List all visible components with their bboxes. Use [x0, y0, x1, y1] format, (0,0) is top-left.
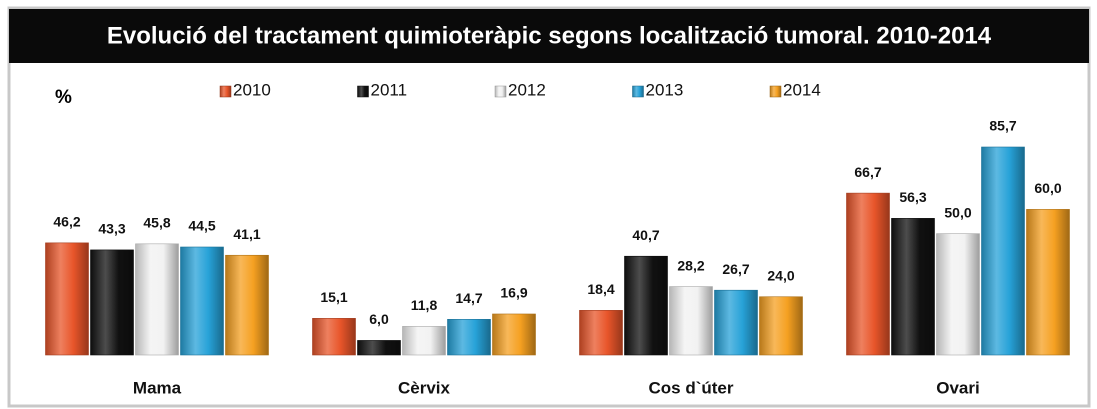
- value-label: 28,2: [677, 257, 704, 273]
- bar: [90, 249, 134, 356]
- category-label: Mama: [133, 378, 182, 397]
- value-label: 44,5: [188, 218, 215, 234]
- y-axis-label: %: [55, 87, 72, 108]
- legend-label: 2011: [371, 80, 408, 99]
- bar: [846, 192, 890, 356]
- value-label: 11,8: [411, 297, 438, 313]
- legend-label: 2013: [646, 80, 684, 99]
- value-label: 40,7: [632, 227, 659, 243]
- bar: [759, 296, 803, 356]
- bar: [225, 254, 269, 356]
- category-label: Cèrvix: [398, 378, 451, 397]
- legend-swatch: [357, 85, 369, 98]
- value-label: 6,0: [369, 311, 389, 327]
- bar: [624, 255, 668, 356]
- bar: [981, 146, 1025, 356]
- bar: [357, 340, 401, 356]
- bar: [447, 319, 491, 356]
- bar: [402, 326, 446, 356]
- value-label: 26,7: [722, 261, 749, 277]
- value-label: 56,3: [899, 189, 926, 205]
- bar: [312, 318, 356, 356]
- value-label: 14,7: [455, 290, 482, 306]
- value-label: 60,0: [1034, 180, 1061, 196]
- chart-title: Evolució del tractament quimioteràpic se…: [107, 22, 992, 49]
- bar: [1026, 209, 1070, 356]
- legend-swatch: [632, 85, 644, 98]
- bar: [891, 218, 935, 356]
- value-label: 18,4: [587, 281, 614, 297]
- title-bar: [9, 9, 1089, 63]
- legend-swatch: [769, 85, 782, 98]
- bar: [714, 289, 758, 356]
- bar: [135, 243, 179, 356]
- category-label: Ovari: [936, 378, 979, 397]
- legend-label: 2012: [508, 80, 546, 99]
- legend-swatch: [494, 85, 507, 98]
- value-label: 45,8: [143, 215, 170, 231]
- value-label: 66,7: [854, 164, 881, 180]
- value-label: 85,7: [989, 118, 1016, 134]
- value-label: 46,2: [53, 214, 80, 230]
- legend-swatch: [219, 85, 232, 98]
- bar: [180, 246, 224, 356]
- value-label: 50,0: [944, 204, 971, 220]
- bar: [669, 286, 713, 356]
- bar: [579, 310, 623, 356]
- bar: [45, 242, 89, 356]
- value-label: 24,0: [767, 267, 794, 283]
- bar: [492, 313, 536, 356]
- value-label: 41,1: [233, 226, 260, 242]
- value-label: 15,1: [320, 289, 347, 305]
- bar: [936, 233, 980, 356]
- legend-label: 2010: [233, 80, 271, 99]
- category-label: Cos d`úter: [649, 378, 734, 397]
- value-label: 16,9: [500, 285, 527, 301]
- value-label: 43,3: [98, 221, 125, 237]
- legend-label: 2014: [783, 80, 821, 99]
